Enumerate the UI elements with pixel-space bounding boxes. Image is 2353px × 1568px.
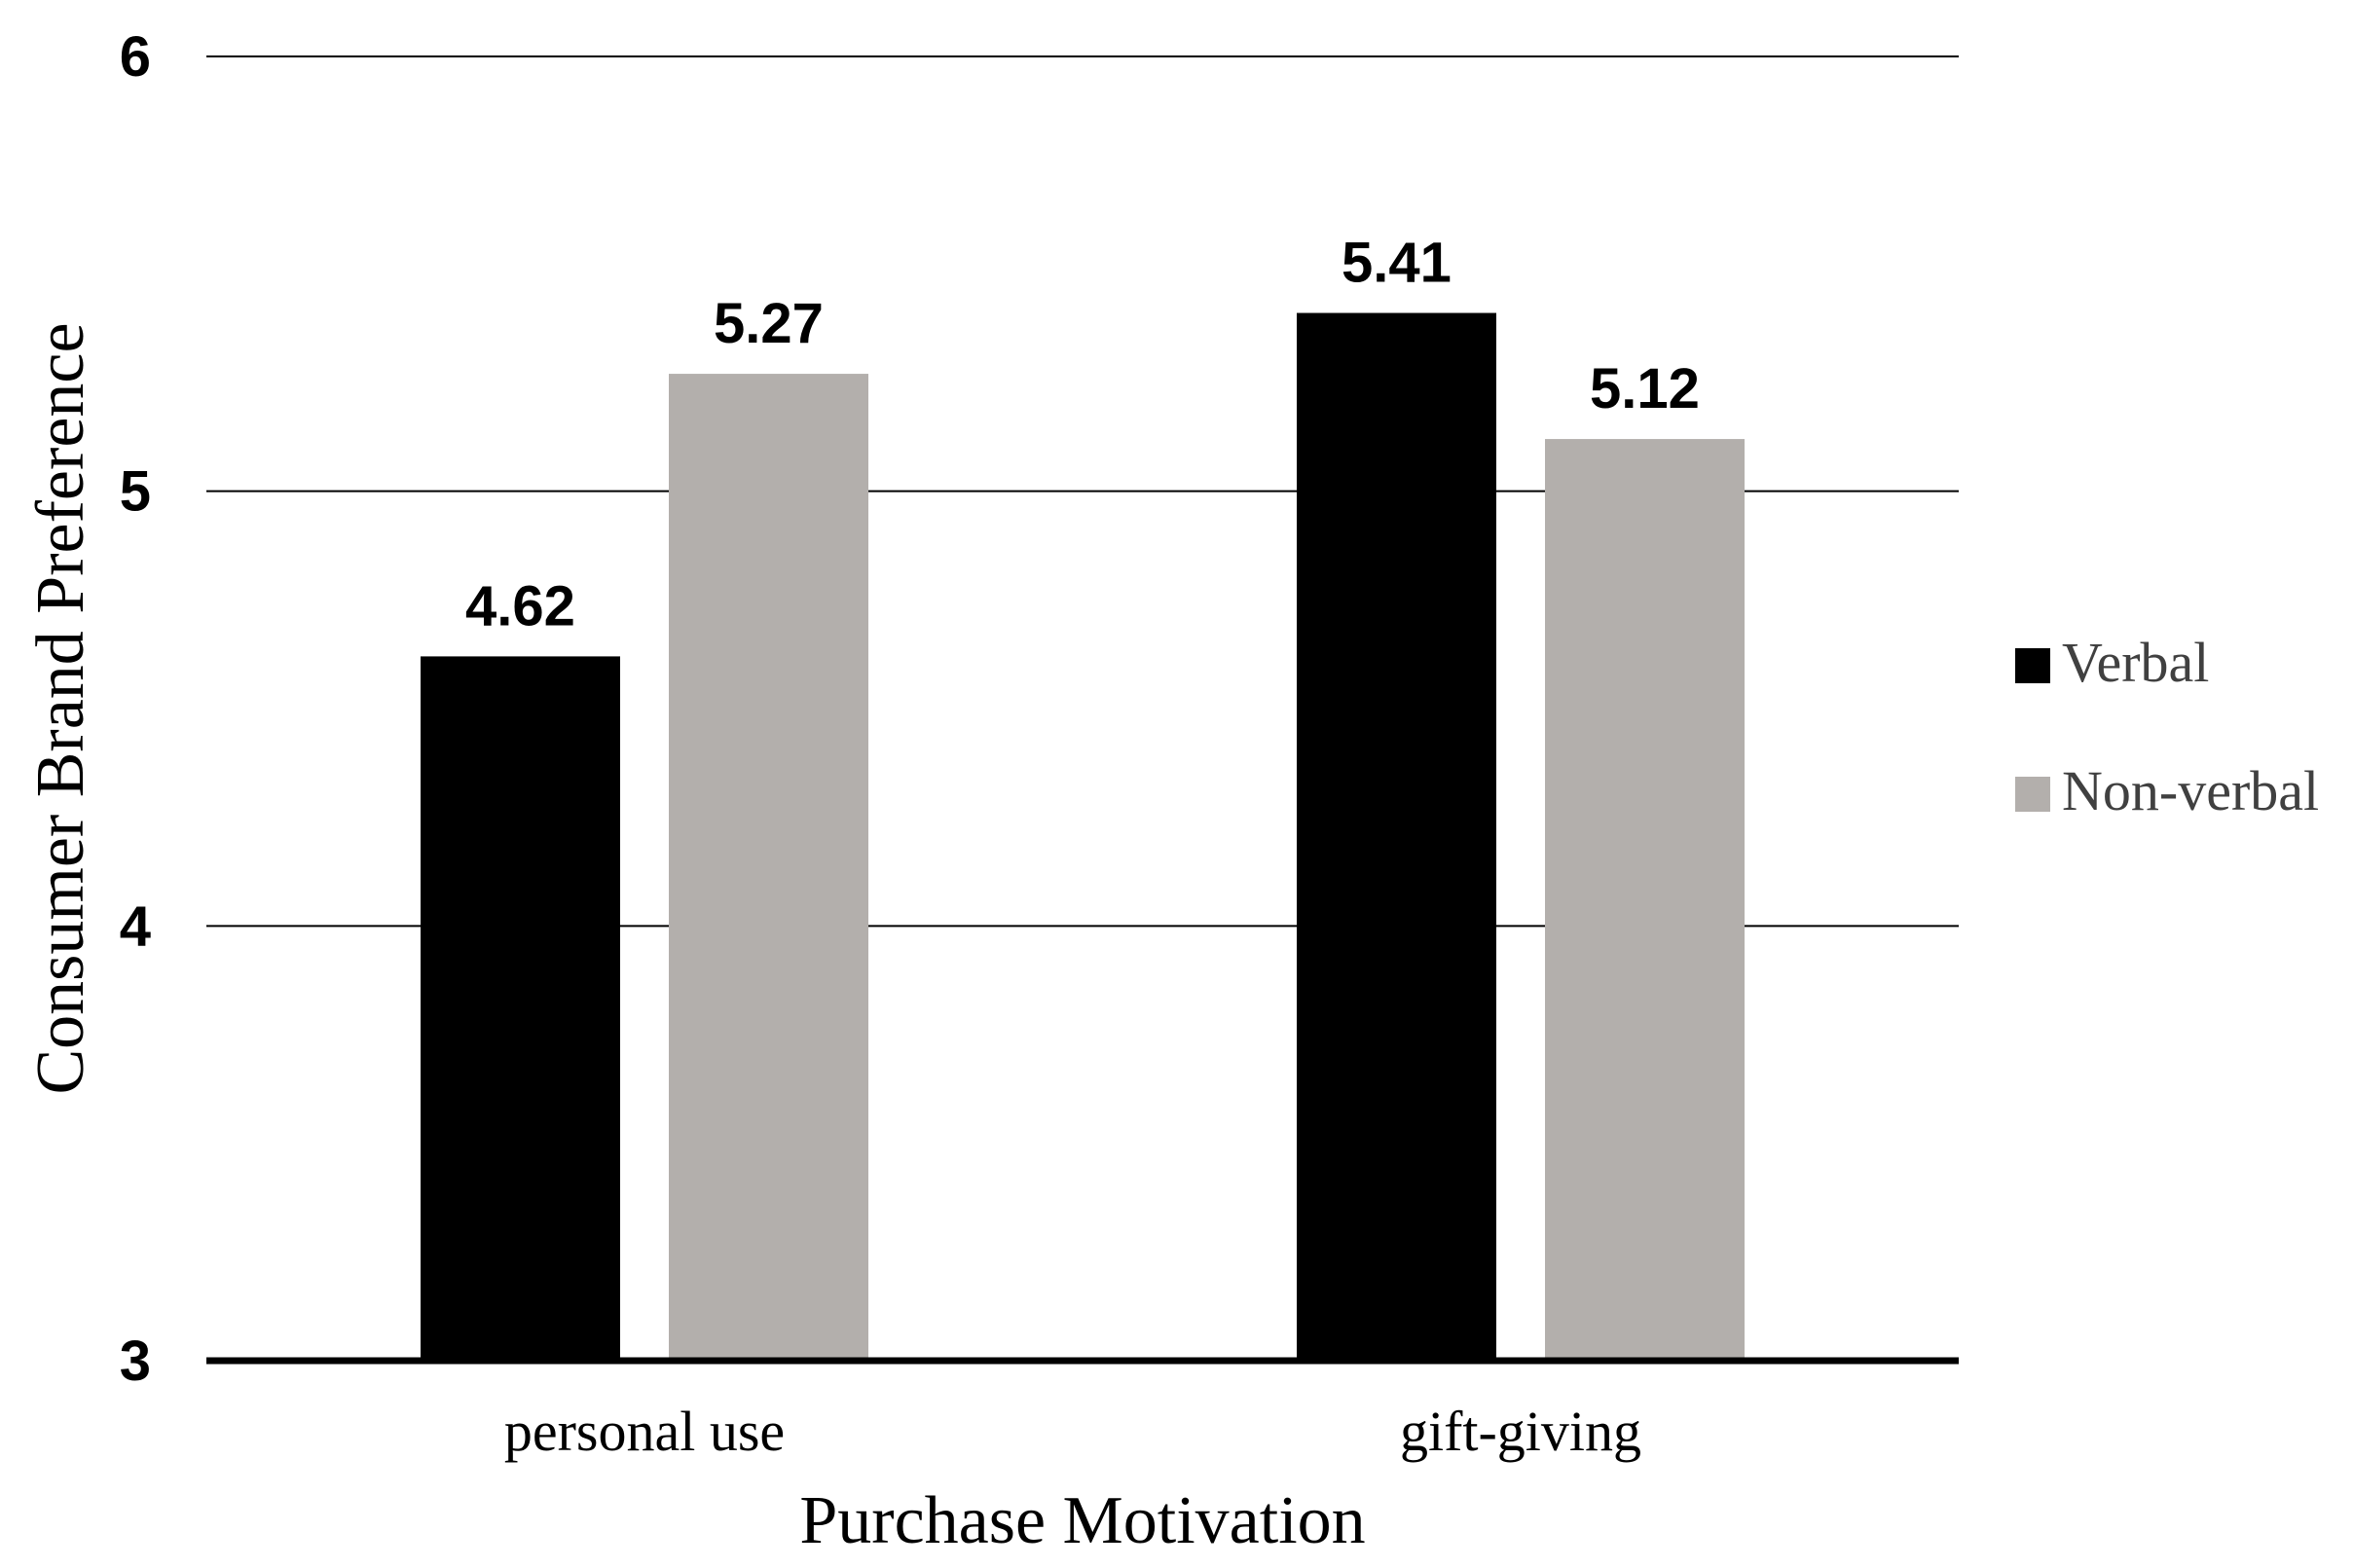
y-tick-label: 4 (120, 894, 151, 958)
legend: Verbal Non-verbal (2015, 631, 2319, 822)
y-tick-label: 6 (120, 25, 151, 89)
y-tick-label: 5 (120, 460, 151, 524)
bar-non-verbal-1 (1545, 439, 1745, 1362)
y-axis-title: Consumer Brand Preference (23, 322, 98, 1094)
data-label: 5.41 (1342, 232, 1452, 295)
bars (421, 312, 1745, 1362)
legend-label: Verbal (2062, 631, 2209, 694)
value-labels: 4.62 5.27 5.41 5.12 (465, 232, 1700, 638)
bar-verbal-0 (421, 656, 620, 1361)
legend-swatch (2015, 777, 2050, 812)
y-axis-ticks: 3 4 5 6 (120, 25, 151, 1393)
x-axis-categories: personal use gift-giving (504, 1400, 1641, 1463)
legend-swatch (2015, 648, 2050, 683)
data-label: 4.62 (465, 574, 575, 638)
data-label: 5.12 (1590, 357, 1700, 420)
y-tick-label: 3 (120, 1330, 151, 1393)
bar-non-verbal-0 (669, 374, 868, 1362)
legend-label: Non-verbal (2062, 759, 2319, 822)
data-label: 5.27 (714, 292, 824, 355)
x-category-label: personal use (504, 1400, 785, 1463)
bar-verbal-1 (1297, 312, 1496, 1361)
x-axis-title: Purchase Motivation (799, 1483, 1365, 1558)
x-category-label: gift-giving (1400, 1400, 1641, 1463)
